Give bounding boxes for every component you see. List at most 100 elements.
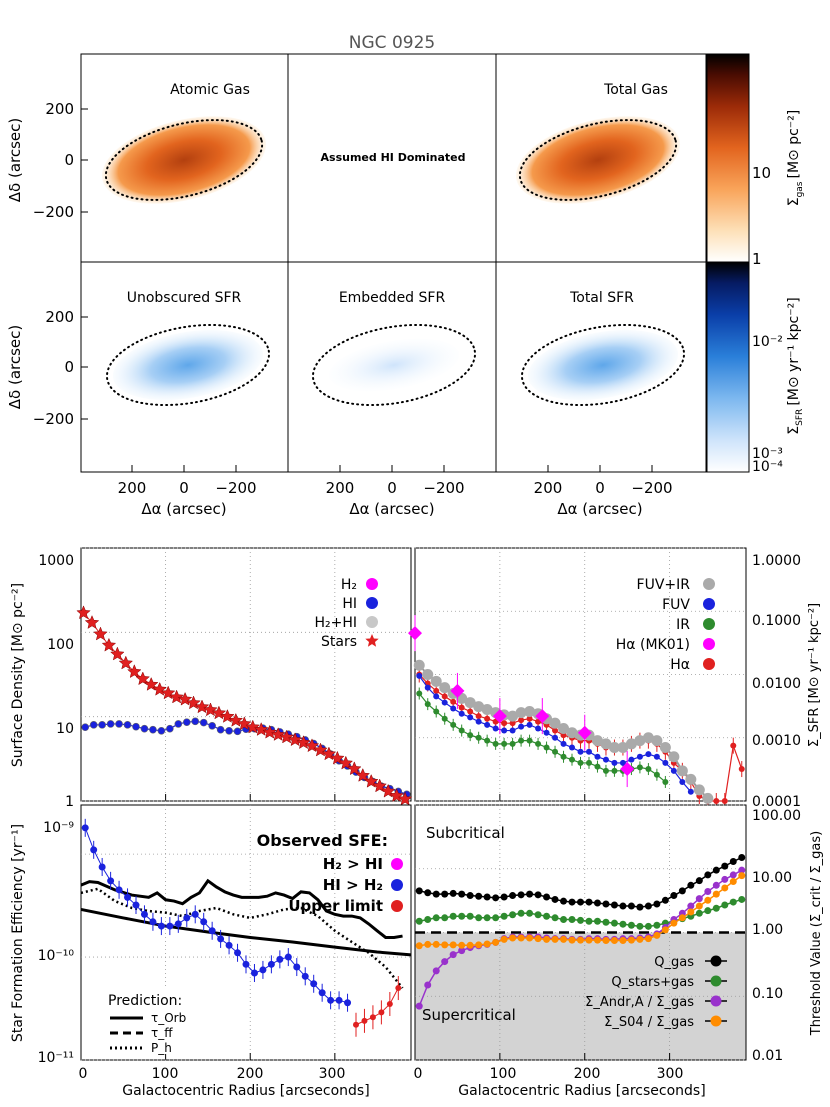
sigma-s04-point xyxy=(602,936,610,944)
grid xyxy=(415,547,746,802)
q-stars-gas-point xyxy=(568,915,576,923)
legend-label: HI > H₂ xyxy=(323,876,383,894)
map-x-tick: 200 xyxy=(534,479,563,497)
legend-label: Stars xyxy=(321,634,357,650)
map-x-tick: 0 xyxy=(595,479,605,497)
supercritical-region xyxy=(415,932,746,1060)
hi-point xyxy=(216,725,225,734)
sigma-s04-point xyxy=(432,940,440,948)
fuvir-point xyxy=(507,710,519,722)
fuvir-point xyxy=(634,735,646,747)
fuv-point xyxy=(585,748,592,755)
q-gas-point xyxy=(678,887,686,895)
y-ticks: 1000 100 10 1 xyxy=(38,553,74,810)
galaxy-ellipse xyxy=(311,323,477,407)
ir-point xyxy=(585,759,592,766)
q-gas-point xyxy=(577,898,584,906)
y-tick: 0.01 xyxy=(752,1048,783,1064)
sfr-colorbar: 10⁻² 10⁻³ 10⁻⁴ ΣSFR[M⊙ yr⁻¹ kpc⁻²] xyxy=(706,261,805,475)
legend-h2-gt-hi-marker xyxy=(391,858,403,870)
ir-point xyxy=(424,701,431,708)
stars-point xyxy=(338,755,354,770)
y-axis-label: Threshold Value (Σ_crit / Σ_gas) xyxy=(809,831,824,1036)
x-axis-label: Galactocentric Radius [arcseconds] xyxy=(122,1083,369,1099)
map-title: Assumed HI Dominated xyxy=(321,151,466,164)
q-stars-gas-point xyxy=(483,914,491,922)
sigma-s04-point xyxy=(526,934,534,942)
ir-point xyxy=(509,740,516,747)
grid xyxy=(415,804,746,1061)
fuv-point xyxy=(645,751,652,758)
ir-point xyxy=(645,766,652,773)
prediction-label: P_h xyxy=(151,1041,172,1055)
stars-point xyxy=(363,773,379,788)
map-ticks xyxy=(81,108,653,472)
y-tick: 1.00 xyxy=(752,922,783,938)
plot-marks xyxy=(415,854,746,1010)
gas-emission xyxy=(515,116,681,204)
map-y-tick: 0 xyxy=(64,151,74,169)
ha-mk01-point xyxy=(620,762,635,777)
q-gas-point xyxy=(695,877,703,885)
sigma-s04-point xyxy=(695,902,703,910)
q-stars-gas-point xyxy=(695,909,703,917)
sigma-andr-point xyxy=(432,967,440,975)
map-title: Embedded SFR xyxy=(339,290,446,306)
stars-point xyxy=(143,676,159,691)
q-gas-point xyxy=(492,894,500,902)
map-title: Total Gas xyxy=(603,82,668,98)
legend-ha-mk01-marker xyxy=(703,638,715,650)
legend-title: Observed SFE: xyxy=(257,831,388,850)
q-gas-point xyxy=(619,902,627,910)
hi-point xyxy=(174,720,183,728)
hi-point xyxy=(106,720,115,728)
panel-surface-density: 1000 100 10 1 Surface Density [M⊙ pc⁻²] … xyxy=(10,547,413,810)
hi-gt-h2-point xyxy=(234,949,242,957)
prediction-label: τ_Orb xyxy=(151,1011,186,1025)
legend-fuv-marker xyxy=(703,598,715,610)
fuv-point xyxy=(687,788,694,795)
gas-colorbar-tick: 1 xyxy=(752,250,762,268)
q-stars-gas-point xyxy=(441,914,449,922)
stars-point xyxy=(372,778,387,793)
map-y-tick: 200 xyxy=(45,308,74,326)
sigma-andr-point xyxy=(424,981,432,989)
ir-point xyxy=(518,737,525,744)
y-tick: 10⁻¹¹ xyxy=(38,1050,74,1066)
map-x-axis-labels: Δα (arcsec) Δα (arcsec) Δα (arcsec) xyxy=(141,500,642,518)
ha-point xyxy=(433,687,440,694)
grid xyxy=(81,547,411,802)
hi-gt-h2-point xyxy=(267,960,275,968)
stars-point xyxy=(127,664,142,679)
fuv-point xyxy=(670,767,677,774)
stars-point xyxy=(76,605,91,620)
q-gas-point xyxy=(526,890,534,898)
plot-marks xyxy=(80,818,412,1037)
legend-label: IR xyxy=(676,617,690,633)
legend-label: Hα xyxy=(670,657,690,673)
fuv-point xyxy=(441,699,448,706)
sigma-s04-point xyxy=(678,914,686,922)
stars-point xyxy=(397,791,413,806)
sigma-s04-point xyxy=(644,935,652,943)
q-stars-gas-point xyxy=(475,914,483,922)
q-gas-point xyxy=(466,892,474,900)
fuvir-point xyxy=(524,706,536,718)
hi-point xyxy=(225,726,233,735)
fuv-point xyxy=(602,756,609,763)
stars-point xyxy=(253,722,269,736)
q-stars-gas-point xyxy=(432,914,440,922)
ha-point xyxy=(518,717,525,724)
sigma-s04-point xyxy=(534,935,542,943)
fuvir-point xyxy=(625,738,637,750)
sigma-andr-point xyxy=(449,951,457,959)
q-stars-gas-point xyxy=(492,914,500,922)
sigma-s04-point xyxy=(483,940,491,948)
legend-label: H₂ > HI xyxy=(323,855,383,873)
hi-gt-h2-point xyxy=(140,910,148,918)
fuvir-point xyxy=(608,742,620,754)
map-x-tick: 200 xyxy=(118,479,147,497)
stars-point xyxy=(347,761,362,776)
ir-point xyxy=(450,721,457,728)
sigma-andr-point xyxy=(415,1002,423,1010)
